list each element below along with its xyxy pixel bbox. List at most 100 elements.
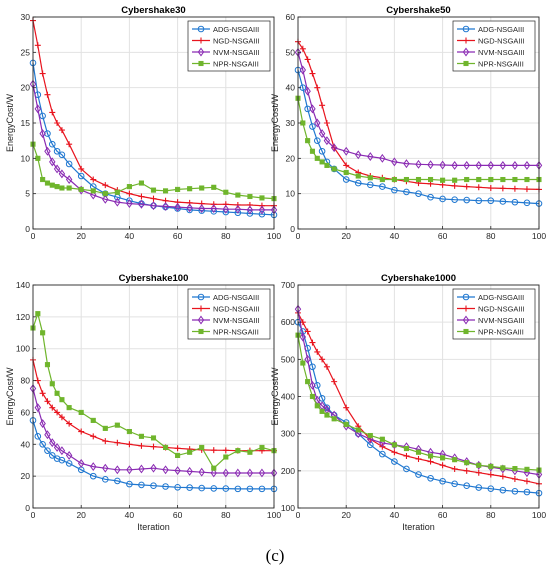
data-point (39, 440, 46, 448)
y-tick-label: 10 (21, 153, 31, 163)
data-point (258, 485, 266, 493)
data-point (355, 173, 361, 179)
data-point (35, 311, 41, 317)
data-point (90, 433, 97, 440)
legend-label: ADG-NSGAIII (213, 25, 259, 34)
x-axis-label: Iteration (402, 522, 435, 532)
data-point (54, 120, 61, 126)
data-point (126, 199, 133, 209)
data-point (222, 447, 229, 454)
data-point (150, 443, 157, 450)
data-point (102, 182, 109, 189)
series-NPR-NSGAIII (295, 332, 542, 473)
data-point (499, 198, 507, 205)
data-point (309, 339, 316, 346)
data-point (259, 195, 265, 201)
chart-panel-1: 0 20 40 60 80 100 0 5 10 15 20 25 30 Cybershake30 Ener… (5, 5, 281, 241)
data-point (524, 466, 530, 472)
legend-entry: NPR-NSGAIII (192, 328, 259, 337)
legend-entry: NVM-NSGAIII (192, 315, 260, 325)
data-point (439, 160, 446, 170)
data-point (34, 403, 42, 413)
data-point (304, 56, 311, 63)
data-point (330, 165, 338, 173)
data-point (428, 176, 434, 183)
data-point (343, 421, 349, 427)
legend-marker (198, 328, 204, 335)
x-tick-label: 40 (390, 510, 400, 520)
x-tick-label: 80 (221, 231, 231, 241)
data-point (246, 485, 254, 493)
series-line (32, 420, 274, 490)
data-point (305, 379, 311, 385)
data-point (403, 159, 410, 169)
data-point (324, 162, 330, 168)
data-point (90, 190, 97, 200)
data-point (304, 354, 311, 364)
legend: ADG-NSGAIII NGD-NSGAIII NVM-NSGAIII NPR-NSG… (187, 20, 271, 72)
y-axis-label: EnergyCost/W (5, 93, 15, 152)
x-tick-label: 0 (296, 510, 301, 520)
data-point (102, 191, 108, 197)
legend-marker (462, 293, 470, 301)
x-tick-label: 100 (532, 231, 546, 241)
series-NVM-NSGAIII (29, 384, 278, 478)
data-point (314, 403, 320, 409)
legend-marker (197, 47, 205, 57)
data-point (126, 480, 133, 488)
data-point (58, 151, 66, 159)
y-tick-label: 700 (281, 280, 295, 290)
data-point (487, 471, 494, 478)
data-point (314, 155, 320, 161)
y-tick-label: 200 (281, 466, 295, 476)
data-point (210, 204, 217, 213)
data-point (48, 140, 56, 148)
chart-panel-4: 0 20 40 60 80 100100200300400500600700Cybersh… (270, 273, 546, 532)
data-point (114, 422, 120, 428)
data-point (44, 91, 51, 98)
data-point (258, 468, 266, 478)
x-tick-label: 100 (267, 231, 281, 241)
data-point (309, 104, 316, 114)
data-point (355, 427, 361, 433)
series-ADG-NSGAIII (29, 417, 278, 493)
data-point (523, 488, 531, 496)
x-tick-label: 20 (341, 231, 351, 241)
data-point (35, 155, 41, 161)
legend-marker (463, 37, 469, 44)
data-point (367, 432, 373, 439)
axes-frame (32, 284, 275, 509)
data-point (300, 360, 306, 366)
data-point (499, 185, 506, 192)
x-tick-label: 60 (438, 510, 448, 520)
chart-title: Cybershake100 (119, 273, 189, 284)
data-point (488, 463, 494, 469)
data-point (49, 109, 56, 116)
data-point (44, 430, 51, 440)
series-NVM-NSGAIII (294, 47, 543, 170)
data-point (299, 45, 306, 52)
chart-panel-3: 0 20 40 60 80 100 0 20 40 60 80 100 120 140 Cybershake… (5, 273, 281, 532)
data-point (451, 160, 458, 170)
data-point (313, 137, 321, 144)
data-point (309, 70, 316, 77)
data-point (53, 164, 61, 174)
data-point (58, 169, 66, 179)
data-point (66, 185, 72, 191)
data-point (439, 195, 446, 203)
data-point (475, 197, 483, 205)
data-point (150, 463, 157, 473)
data-point (367, 175, 373, 181)
data-point (319, 356, 326, 363)
data-point (65, 450, 73, 460)
legend-entry: ADG-NSGAIII (192, 293, 259, 302)
y-tick-label: 60 (21, 407, 31, 417)
data-point (342, 146, 350, 156)
data-point (65, 460, 73, 467)
data-point (163, 188, 169, 194)
data-point (138, 193, 145, 200)
x-tick-label: 40 (125, 231, 135, 241)
data-point (403, 445, 409, 452)
data-point (427, 193, 434, 201)
